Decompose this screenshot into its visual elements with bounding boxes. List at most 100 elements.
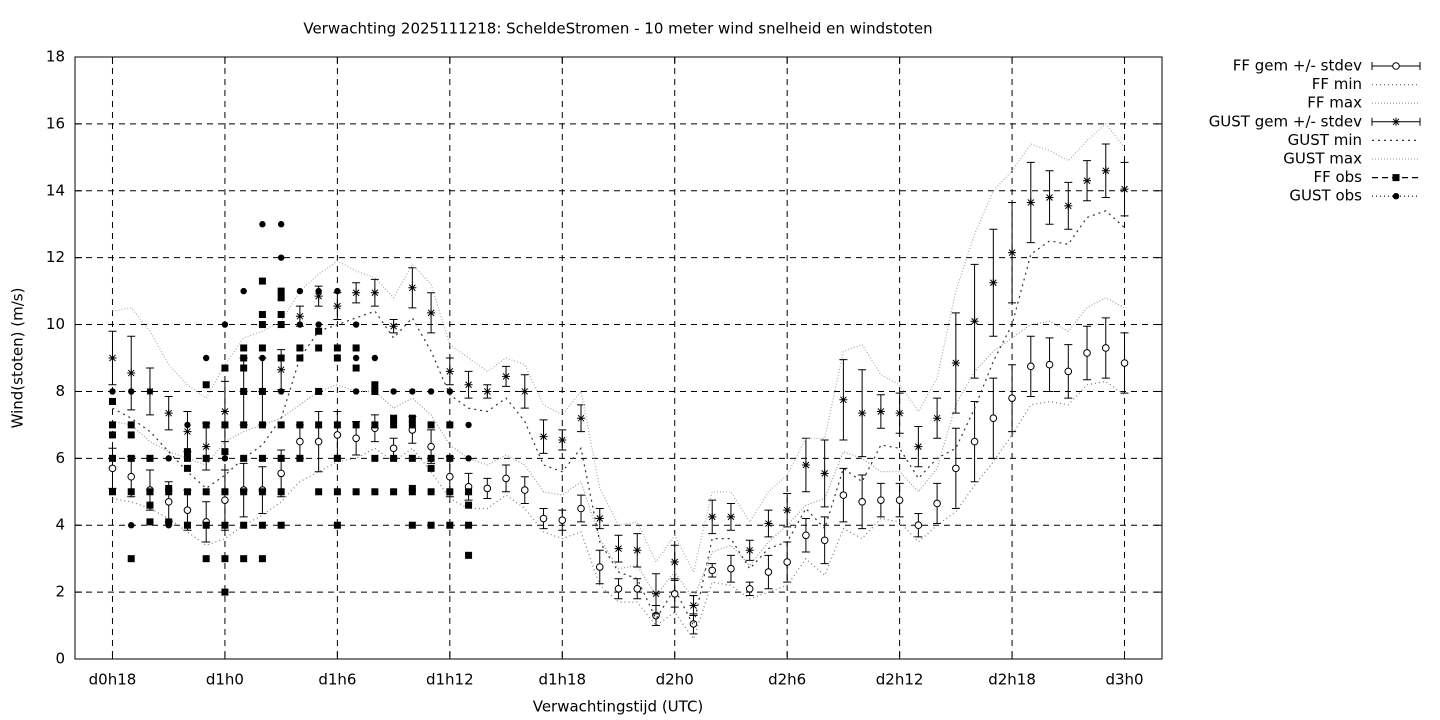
mean-point	[820, 469, 829, 478]
obs-point	[127, 454, 135, 462]
obs-point	[127, 488, 135, 496]
obs-point	[427, 464, 435, 472]
obs-point	[408, 488, 416, 496]
obs-point	[427, 488, 435, 496]
mean-point	[577, 504, 585, 513]
mean-point	[183, 427, 192, 436]
obs-point	[146, 455, 154, 462]
legend-marker	[1392, 174, 1400, 182]
obs-point	[390, 421, 398, 429]
x-tick-label: d1h6	[318, 671, 356, 689]
obs-point	[259, 221, 266, 228]
obs-point	[446, 488, 454, 496]
mean-point	[670, 558, 679, 567]
obs-point	[146, 501, 154, 509]
obs-point	[202, 455, 210, 462]
obs-point	[465, 421, 472, 429]
obs-point	[446, 521, 454, 529]
x-tick-label: d2h6	[768, 671, 806, 689]
legend-label: FF min	[1312, 75, 1362, 93]
obs-point	[352, 421, 360, 429]
mean-point	[520, 486, 529, 494]
obs-point	[315, 344, 323, 352]
obs-point	[240, 388, 247, 395]
mean-point	[295, 312, 304, 321]
obs-point	[221, 321, 229, 328]
obs-point	[352, 344, 360, 352]
legend-marker	[1392, 117, 1400, 126]
obs-point	[277, 287, 285, 295]
obs-point	[202, 381, 210, 389]
obs-point	[221, 555, 229, 562]
obs-point	[315, 327, 323, 335]
mean-point	[726, 512, 735, 521]
obs-point	[315, 287, 322, 295]
obs-point	[333, 521, 341, 529]
obs-point	[221, 455, 229, 462]
obs-point	[465, 501, 473, 509]
mean-point	[389, 322, 398, 331]
mean-point	[783, 558, 791, 566]
x-tick-label: d2h18	[988, 671, 1036, 689]
mean-point	[127, 472, 136, 481]
x-tick-label: d2h0	[656, 671, 694, 689]
mean-point	[1083, 349, 1091, 357]
obs-point	[427, 455, 435, 462]
mean-point	[764, 519, 773, 528]
obs-point	[146, 388, 154, 395]
obs-point	[465, 551, 473, 559]
mean-point	[933, 414, 942, 423]
obs-point	[371, 455, 379, 462]
mean-point	[1101, 166, 1110, 175]
mean-point	[1008, 248, 1017, 257]
mean-point	[1120, 185, 1129, 194]
mean-point	[1064, 201, 1073, 210]
x-tick-label: d2h12	[876, 671, 924, 689]
obs-point	[315, 421, 323, 429]
obs-point	[221, 421, 229, 429]
obs-point	[240, 488, 247, 495]
obs-point	[259, 388, 266, 395]
obs-point	[315, 488, 323, 496]
obs-point	[221, 488, 229, 495]
mean-point	[1045, 360, 1054, 369]
mean-point	[914, 442, 923, 451]
obs-point	[146, 518, 154, 526]
obs-point	[128, 522, 135, 529]
obs-point	[334, 287, 341, 295]
obs-point	[258, 555, 266, 563]
mean-point	[970, 317, 979, 326]
obs-point	[277, 354, 285, 362]
mean-point	[558, 516, 567, 525]
mean-point	[1101, 344, 1110, 352]
y-tick-label: 16	[46, 114, 65, 132]
mean-point	[858, 498, 866, 506]
mean-point	[951, 359, 960, 368]
mean-point	[352, 434, 360, 443]
obs-point	[165, 455, 172, 462]
obs-point	[371, 488, 379, 496]
mean-point	[1008, 394, 1016, 402]
y-tick-label: 2	[55, 583, 65, 601]
range-line	[112, 123, 1125, 574]
obs-point	[202, 488, 210, 496]
mean-point	[651, 589, 660, 598]
chart-title: Verwachting 2025111218: ScheldeStromen -…	[303, 20, 932, 38]
legend-label: FF gem +/- stdev	[1233, 57, 1362, 75]
obs-point	[334, 354, 341, 362]
obs-point	[258, 311, 266, 319]
mean-point	[483, 484, 492, 493]
plot-frame	[74, 56, 1163, 660]
mean-point	[314, 437, 323, 446]
obs-point	[352, 364, 360, 372]
mean-point	[296, 437, 304, 446]
obs-point	[409, 421, 416, 429]
mean-point	[914, 521, 923, 530]
obs-point	[296, 454, 304, 462]
x-tick-label: d0h18	[89, 671, 137, 689]
mean-point	[614, 584, 623, 593]
obs-point	[333, 344, 341, 352]
obs-point	[127, 555, 135, 563]
mean-point	[727, 564, 735, 573]
